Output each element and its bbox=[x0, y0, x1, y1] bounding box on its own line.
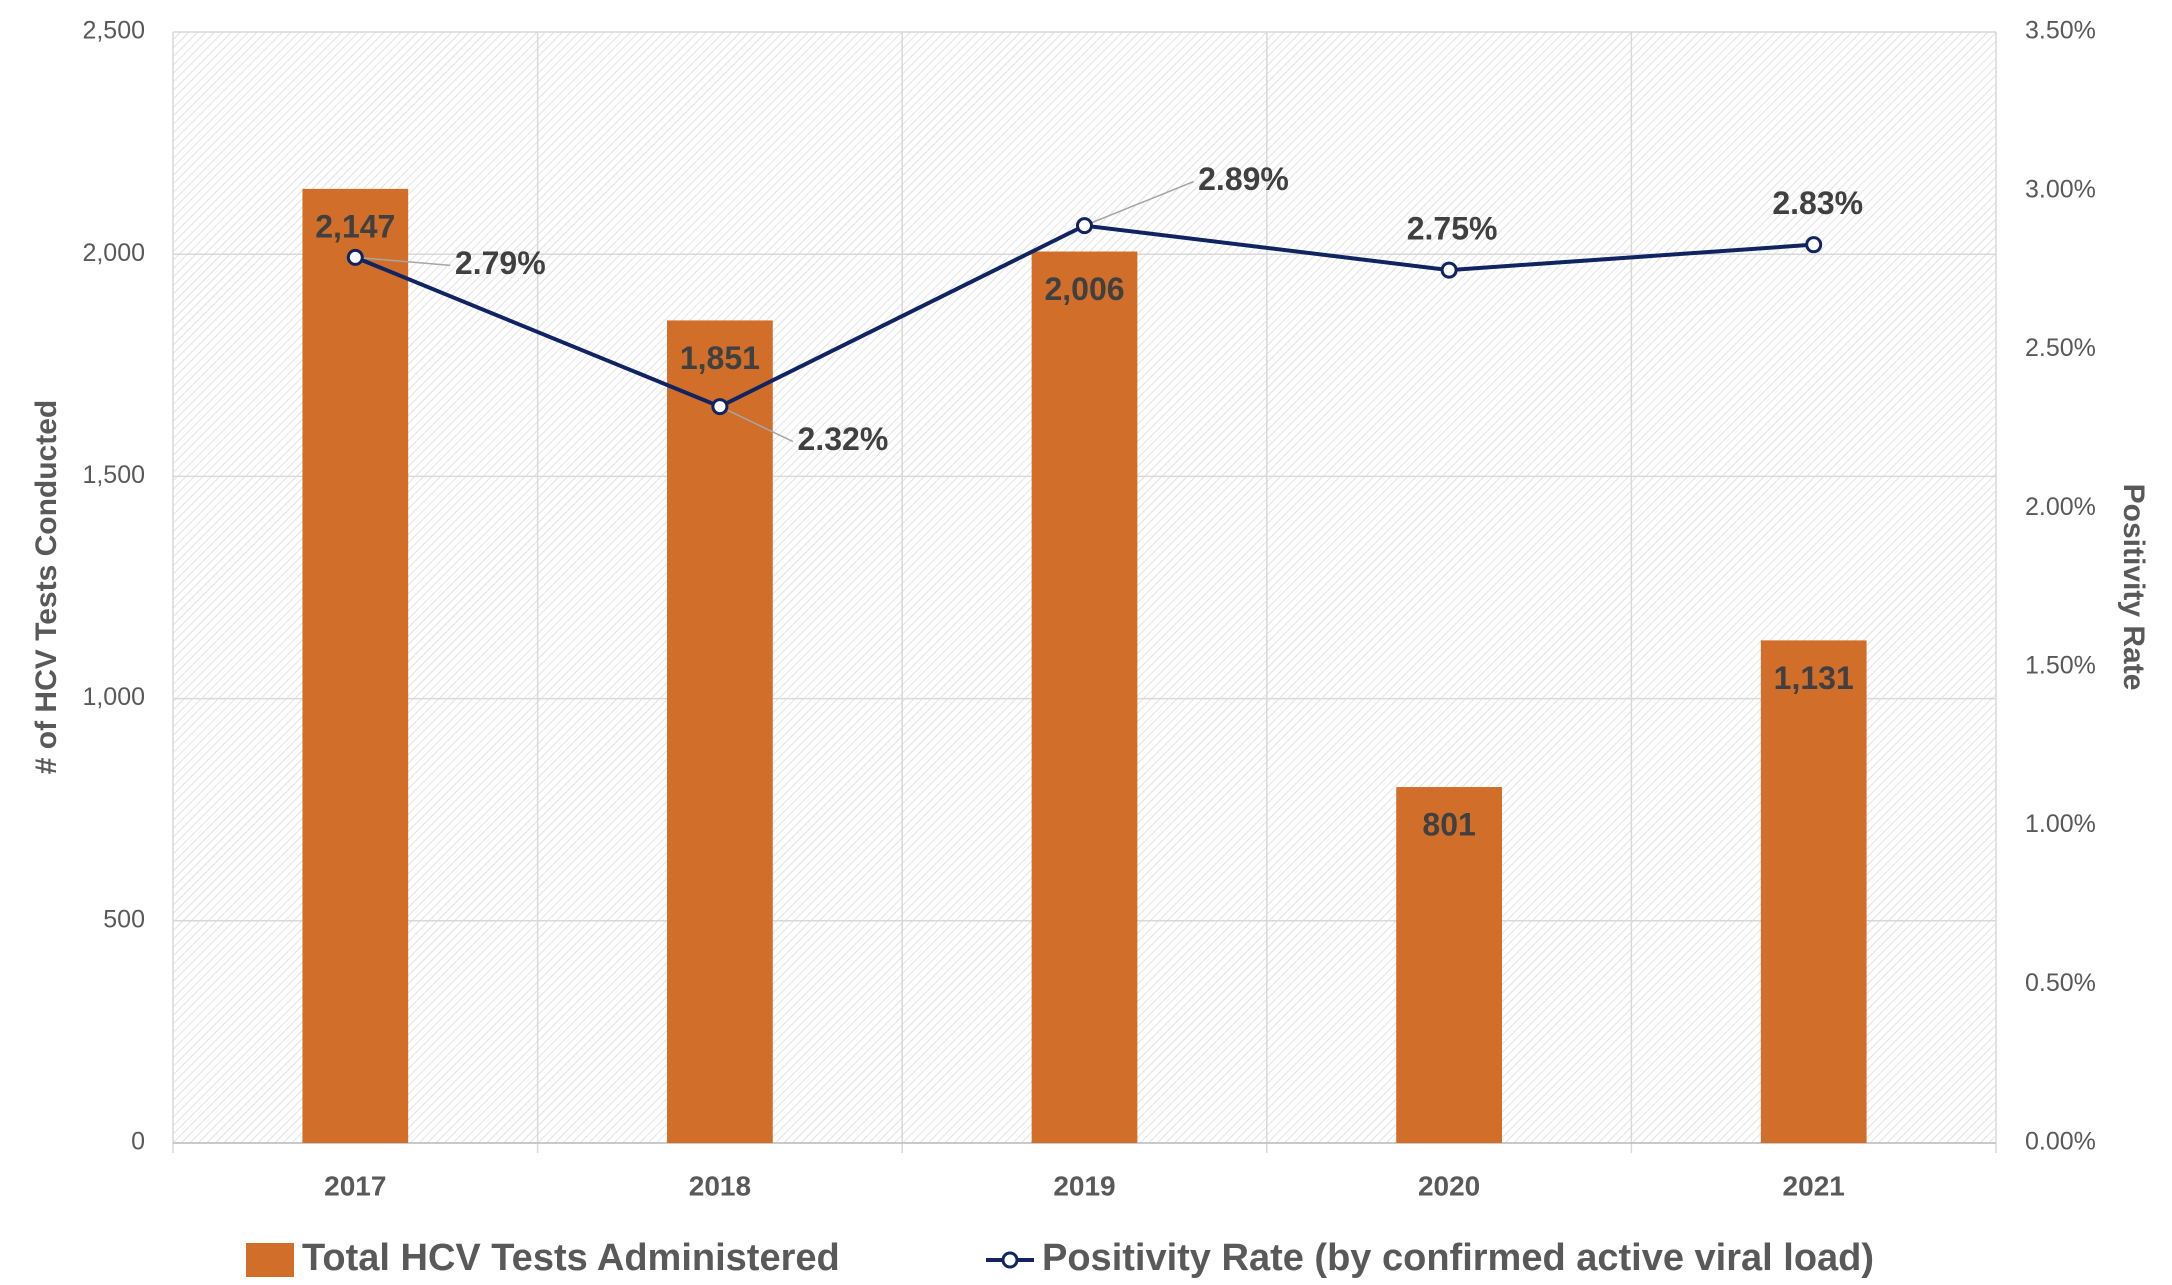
line-marker bbox=[1440, 261, 1458, 279]
legend-marker bbox=[1001, 1251, 1019, 1269]
x-tick-label: 2018 bbox=[689, 1170, 751, 1201]
y2-tick-label: 2.00% bbox=[2025, 493, 2096, 521]
y2-tick-label: 3.50% bbox=[2025, 17, 2096, 45]
bar-value-label: 1,131 bbox=[1774, 660, 1854, 696]
y-tick-label: 2,500 bbox=[82, 17, 145, 45]
y2-tick-label: 1.50% bbox=[2025, 651, 2096, 679]
legend-label: Positivity Rate (by confirmed active vir… bbox=[1042, 1237, 1874, 1279]
line-marker bbox=[1805, 236, 1823, 254]
leader-line bbox=[1084, 180, 1194, 227]
line-value-label: 2.32% bbox=[798, 421, 889, 457]
bar bbox=[1396, 787, 1502, 1143]
x-tick-label: 2021 bbox=[1783, 1170, 1845, 1201]
bar bbox=[1031, 251, 1138, 1144]
bar-value-label: 801 bbox=[1422, 806, 1475, 842]
legend-label: Total HCV Tests Administered bbox=[302, 1237, 840, 1279]
x-tick-label: 2019 bbox=[1053, 1170, 1115, 1201]
y2-axis-title: Positivity Rate bbox=[2117, 484, 2150, 691]
y2-tick-label: 0.00% bbox=[2025, 1128, 2096, 1156]
leader-line bbox=[355, 256, 451, 267]
line-marker bbox=[346, 248, 364, 266]
x-tick-label: 2020 bbox=[1418, 1170, 1480, 1201]
bar bbox=[667, 320, 773, 1143]
y-axis-title: # of HCV Tests Conducted bbox=[30, 400, 63, 774]
x-tick-label: 2017 bbox=[324, 1170, 386, 1201]
y2-tick-label: 2.50% bbox=[2025, 334, 2096, 362]
legend-swatch bbox=[246, 1243, 294, 1277]
y2-tick-label: 1.00% bbox=[2025, 810, 2096, 838]
y2-tick-label: 0.50% bbox=[2025, 969, 2096, 997]
y2-tick-label: 3.00% bbox=[2025, 175, 2096, 203]
line-value-label: 2.79% bbox=[455, 245, 546, 281]
y-tick-label: 500 bbox=[103, 905, 145, 933]
line-value-label: 2.83% bbox=[1772, 185, 1863, 221]
leader-line bbox=[719, 405, 794, 443]
bar-value-label: 1,851 bbox=[680, 340, 760, 376]
line-value-label: 2.89% bbox=[1198, 161, 1289, 197]
bar-value-label: 2,147 bbox=[315, 208, 395, 244]
y-tick-label: 1,500 bbox=[82, 461, 145, 489]
y-tick-label: 2,000 bbox=[82, 239, 145, 267]
line-value-label: 2.75% bbox=[1407, 211, 1498, 247]
line-marker bbox=[711, 398, 729, 416]
bar bbox=[302, 188, 409, 1144]
bar-value-label: 2,006 bbox=[1044, 271, 1124, 307]
y-tick-label: 0 bbox=[131, 1128, 145, 1156]
y-tick-label: 1,000 bbox=[82, 683, 145, 711]
line-marker bbox=[1076, 217, 1093, 235]
bar bbox=[1760, 640, 1867, 1143]
